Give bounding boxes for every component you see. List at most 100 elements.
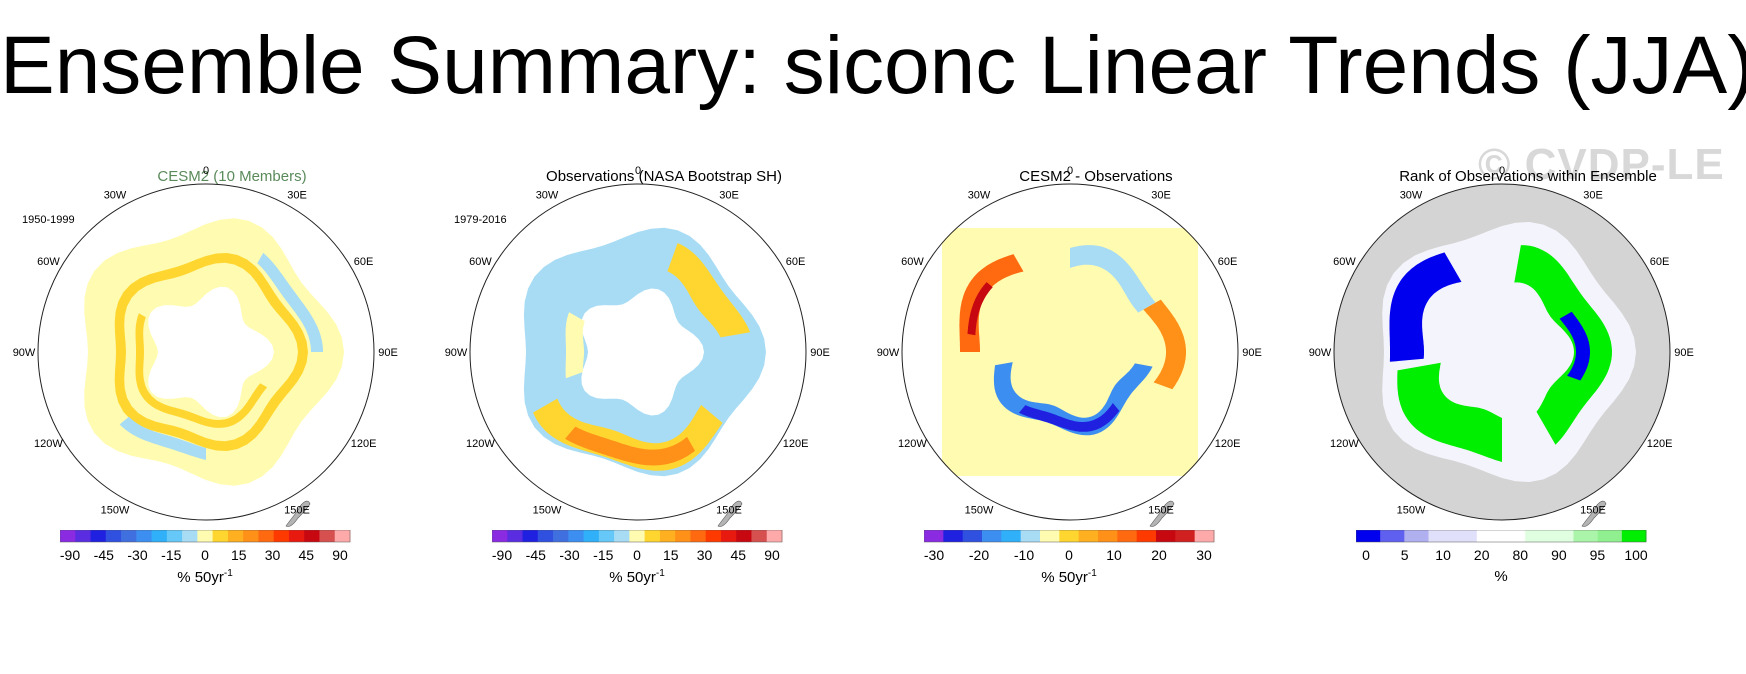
lon-label: 90W [13, 347, 36, 359]
colorbar-swatch [1525, 530, 1550, 542]
lon-label: 150E [284, 505, 310, 517]
colorbar-swatch [1117, 530, 1138, 542]
colorbar-swatches: -90 -45 -30 -15 0 15 30 45 90 [59, 529, 351, 563]
colorbar-tick: -30 [127, 547, 147, 563]
colorbar-swatch [197, 530, 214, 542]
colorbar-tick: -30 [559, 547, 579, 563]
colorbar-tick: 45 [299, 547, 315, 563]
period-label: 1950-1999 [22, 214, 75, 226]
colorbar-swatch [166, 530, 183, 542]
colorbar-swatch [60, 530, 76, 542]
colorbar-tick: 20 [1474, 547, 1490, 563]
lon-label: 60W [37, 256, 60, 268]
colorbar-swatch [182, 530, 198, 542]
colorbar-swatch [1136, 530, 1157, 542]
lon-label: 120E [1647, 438, 1673, 450]
colorbar-unit: % 50yr-1 [609, 568, 665, 586]
lon-label: 120W [1330, 438, 1359, 450]
colorbar-tick: 0 [633, 547, 641, 563]
colorbar-swatch [1194, 530, 1215, 542]
colorbar-swatch [522, 530, 539, 542]
panel-title: CESM2 (10 Members) [157, 168, 307, 185]
colorbar-swatch [1040, 530, 1060, 542]
colorbar-tick: 15 [663, 547, 679, 563]
colorbar-unit: % 50yr-1 [1041, 568, 1097, 586]
colorbar-swatch [243, 530, 259, 542]
lon-label: 60W [1333, 256, 1356, 268]
colorbar-swatch [507, 530, 524, 542]
lon-label: 150W [101, 505, 130, 517]
colorbar-swatch [583, 530, 600, 542]
colorbar-swatch [690, 530, 707, 542]
colorbar-swatch [1452, 530, 1478, 542]
panel-title: Rank of Observations within Ensemble [1399, 168, 1657, 185]
colorbar-swatch [1059, 530, 1080, 542]
lon-label: 120E [351, 438, 377, 450]
lon-label: 150E [716, 505, 742, 517]
lon-label: 60E [1218, 256, 1238, 268]
colorbar-swatches: -30 -20 -10 0 10 20 30 [923, 529, 1215, 563]
lon-label: 90E [378, 347, 398, 359]
colorbar-swatch [644, 530, 661, 542]
colorbar-swatch [553, 530, 569, 542]
colorbar-tick: -15 [593, 547, 613, 563]
colorbar: 0 5 10 20 80 90 95 100% [1355, 529, 1648, 610]
colorbar-swatch [151, 530, 168, 542]
colorbar-swatch [90, 530, 107, 542]
lon-label: 30W [1400, 189, 1423, 201]
map-content [942, 228, 1198, 476]
colorbar-swatch [1020, 530, 1041, 542]
colorbar-tick: 20 [1151, 547, 1167, 563]
lon-label: 150W [1397, 505, 1426, 517]
colorbar-swatch [121, 530, 137, 542]
colorbar-swatch [943, 530, 964, 542]
lon-label: 120E [783, 438, 809, 450]
lon-label: 150E [1580, 505, 1606, 517]
colorbar-swatch [962, 530, 983, 542]
colorbar-tick: 30 [697, 547, 713, 563]
lon-label: 150W [533, 505, 562, 517]
colorbar-swatch [227, 530, 244, 542]
lon-label: 0 [203, 165, 209, 177]
colorbar-tick: -90 [60, 547, 80, 563]
colorbar-swatches: 0 5 10 20 80 90 95 100 [1355, 529, 1648, 563]
colorbar-swatches: -90 -45 -30 -15 0 15 30 45 90 [491, 529, 783, 563]
colorbar-swatch [1597, 530, 1623, 542]
colorbar-tick: 0 [1065, 547, 1073, 563]
colorbar-swatch [751, 530, 768, 542]
colorbar-tick: 30 [1196, 547, 1212, 563]
watermark: © CVDP-LE [1478, 140, 1725, 189]
colorbar: -90 -45 -30 -15 0 15 30 45 90 % 50yr-1 [59, 529, 351, 610]
colorbar-swatch [492, 530, 508, 542]
colorbar: -30 -20 -10 0 10 20 30 % 50yr-1 [923, 529, 1215, 610]
lon-label: 120W [34, 438, 63, 450]
colorbar-unit: % 50yr-1 [177, 568, 233, 586]
colorbar-swatch [1098, 530, 1118, 542]
lon-label: 150E [1148, 505, 1174, 517]
colorbar-tick: -45 [94, 547, 114, 563]
colorbar-swatch [1001, 530, 1022, 542]
colorbar-tick: -90 [492, 547, 512, 563]
map-boundary [469, 183, 807, 521]
lon-label: 0 [635, 165, 641, 177]
colorbar-swatch [1501, 530, 1526, 542]
colorbar-unit: % [1494, 568, 1508, 585]
colorbar-swatch [924, 530, 944, 542]
colorbar-tick: 10 [1435, 547, 1451, 563]
polar-map: 030E60E90E120E150E180150W120W90W60W30W [877, 165, 1262, 541]
colorbar-tick: 45 [731, 547, 747, 563]
panel-cesm2-ensemble: CESM2 (10 Members) 1950-1999 0 30E 60E 90E 1… [13, 160, 448, 660]
colorbar-tick: -45 [526, 547, 546, 563]
lon-label: 30E [1583, 189, 1603, 201]
colorbar-swatch [568, 530, 585, 542]
map-boundary [901, 183, 1239, 521]
colorbar-swatch [273, 530, 290, 542]
colorbar-swatch [1549, 530, 1574, 542]
colorbar-tick: -30 [924, 547, 944, 563]
polar-map: 030E60E90E120E150E180150W120W90W60W30W [445, 165, 830, 541]
map-boundary [1333, 183, 1671, 521]
colorbar-swatch [720, 530, 737, 542]
colorbar-swatch [1428, 530, 1454, 542]
lon-label: 30W [536, 189, 559, 201]
lon-label: 60E [786, 256, 806, 268]
